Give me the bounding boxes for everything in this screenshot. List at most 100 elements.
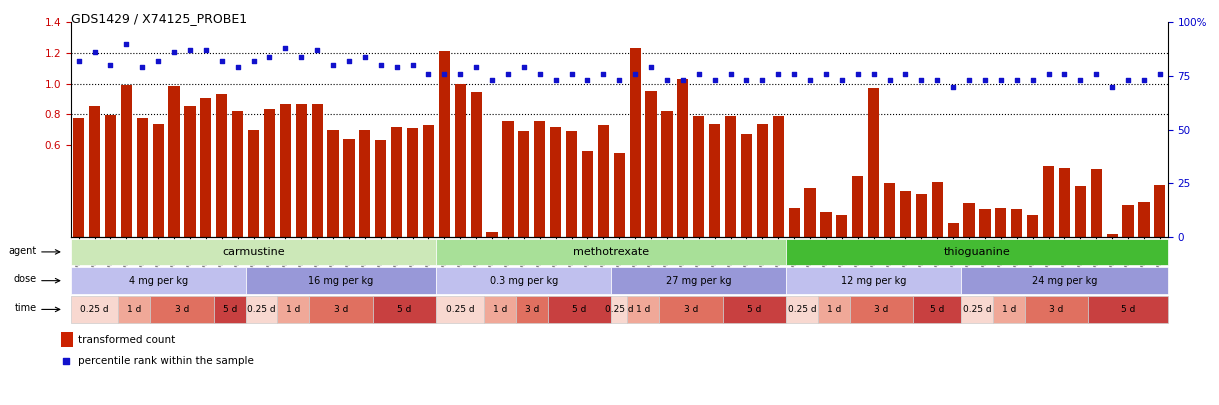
Text: 1 d: 1 d: [286, 305, 301, 314]
Bar: [200, 98, 211, 237]
Bar: [725, 116, 736, 237]
Bar: [646, 91, 657, 237]
Bar: [247, 130, 260, 237]
Point: [1102, 83, 1121, 90]
Bar: [373, 296, 436, 323]
Point: [641, 64, 661, 70]
Text: 3 d: 3 d: [1050, 305, 1064, 314]
Point: [196, 47, 216, 53]
Point: [165, 49, 184, 55]
Bar: [566, 131, 577, 237]
Point: [896, 70, 915, 77]
Bar: [484, 296, 516, 323]
Bar: [486, 232, 497, 237]
Text: 0.25 d: 0.25 d: [247, 305, 275, 314]
Point: [435, 70, 455, 77]
Point: [1070, 77, 1090, 83]
Point: [291, 53, 311, 60]
Point: [928, 77, 947, 83]
Text: 16 mg per kg: 16 mg per kg: [308, 276, 374, 286]
Point: [562, 70, 581, 77]
Bar: [216, 94, 227, 237]
Bar: [1028, 215, 1039, 237]
Bar: [263, 109, 275, 237]
Point: [784, 70, 803, 77]
Bar: [850, 296, 913, 323]
Bar: [121, 85, 132, 237]
Bar: [61, 332, 73, 347]
Bar: [407, 128, 418, 237]
Point: [244, 58, 263, 64]
Point: [594, 70, 613, 77]
Point: [402, 62, 422, 68]
Point: [975, 77, 995, 83]
Bar: [852, 176, 863, 237]
Point: [689, 70, 708, 77]
Point: [1118, 77, 1137, 83]
Point: [355, 53, 374, 60]
Text: 1 d: 1 d: [1002, 305, 1015, 314]
Bar: [1089, 296, 1168, 323]
Text: 5 d: 5 d: [747, 305, 762, 314]
Point: [959, 77, 979, 83]
Bar: [310, 296, 373, 323]
Bar: [1075, 186, 1086, 237]
Bar: [328, 130, 339, 237]
Bar: [184, 106, 195, 237]
Point: [1150, 70, 1169, 77]
Point: [736, 77, 756, 83]
Text: 5 d: 5 d: [572, 305, 586, 314]
Point: [483, 77, 502, 83]
Bar: [820, 212, 831, 237]
Bar: [516, 296, 547, 323]
Bar: [1059, 168, 1070, 237]
Bar: [232, 111, 244, 237]
Text: 0.25 d: 0.25 d: [787, 305, 817, 314]
Bar: [723, 296, 786, 323]
Bar: [73, 118, 84, 237]
Bar: [518, 131, 529, 237]
Text: 27 mg per kg: 27 mg per kg: [666, 276, 731, 286]
Bar: [312, 104, 323, 237]
Point: [228, 64, 247, 70]
Bar: [296, 104, 307, 237]
Bar: [375, 140, 386, 237]
Bar: [280, 104, 291, 237]
Point: [657, 77, 677, 83]
Bar: [613, 153, 625, 237]
Bar: [694, 116, 705, 237]
Text: 12 mg per kg: 12 mg per kg: [841, 276, 907, 286]
Bar: [581, 151, 592, 237]
Point: [752, 77, 772, 83]
Text: GDS1429 / X74125_PROBE1: GDS1429 / X74125_PROBE1: [71, 12, 246, 25]
Bar: [818, 296, 850, 323]
Bar: [150, 296, 213, 323]
Bar: [168, 86, 179, 237]
Bar: [360, 130, 371, 237]
Bar: [118, 296, 150, 323]
Bar: [931, 182, 942, 237]
Point: [101, 62, 121, 68]
Bar: [550, 126, 561, 237]
Bar: [884, 183, 895, 237]
Bar: [597, 125, 610, 237]
Bar: [786, 267, 961, 294]
Text: methotrexate: methotrexate: [573, 247, 650, 257]
Text: 24 mg per kg: 24 mg per kg: [1031, 276, 1097, 286]
Bar: [629, 48, 641, 237]
Bar: [678, 79, 689, 237]
Point: [720, 70, 740, 77]
Point: [499, 70, 518, 77]
Point: [180, 47, 200, 53]
Text: 5 d: 5 d: [1120, 305, 1135, 314]
Point: [451, 70, 471, 77]
Text: percentile rank within the sample: percentile rank within the sample: [78, 356, 254, 366]
Text: 0.25 d: 0.25 d: [605, 305, 634, 314]
Bar: [344, 139, 355, 237]
Bar: [659, 296, 723, 323]
Bar: [963, 203, 975, 237]
Bar: [1154, 185, 1165, 237]
Bar: [836, 215, 847, 237]
Point: [848, 70, 868, 77]
Bar: [900, 191, 911, 237]
